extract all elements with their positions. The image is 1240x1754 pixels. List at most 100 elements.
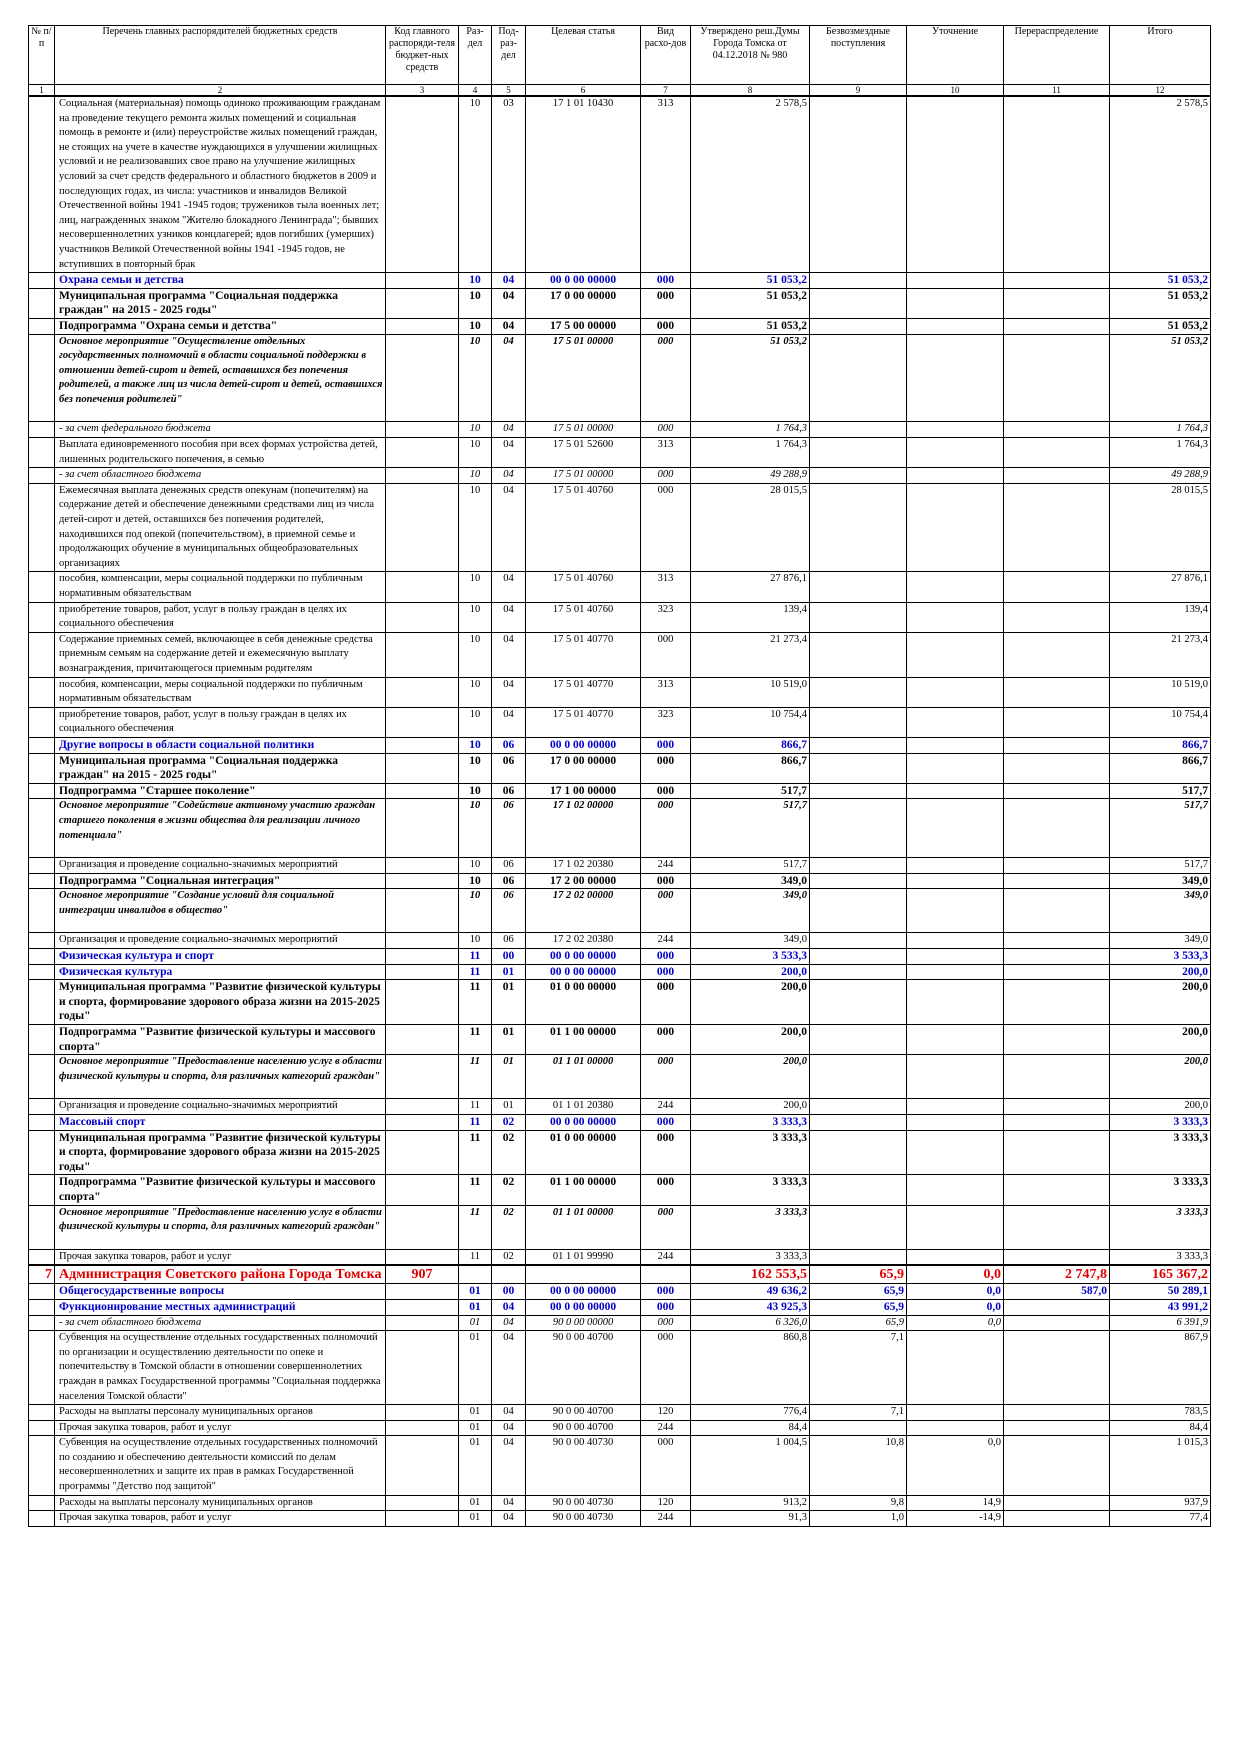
table-cell: 04 (491, 601, 526, 633)
table-cell: 776,4 (690, 1404, 810, 1421)
table-cell: 200,0 (690, 963, 810, 981)
table-cell: 866,7 (1109, 736, 1211, 754)
table-row: Подпрограмма "Охрана семьи и детства" 10 0… (28, 317, 1211, 335)
empty-cell (809, 601, 907, 633)
table-cell: 866,7 (1109, 752, 1211, 784)
empty-cell (385, 482, 459, 573)
table-cell: 349,0 (690, 888, 810, 934)
empty-cell (906, 1248, 1004, 1266)
column-number: 9 (809, 84, 907, 97)
table-cell: 000 (640, 1114, 691, 1131)
empty-cell (1003, 798, 1110, 859)
table-row: Прочая закупка товаров, работ и услуг 11 0… (28, 1248, 1211, 1266)
empty-cell (385, 1054, 459, 1100)
table-cell: 17 5 01 40760 (525, 482, 641, 573)
table-cell: Массовый спорт (54, 1114, 386, 1131)
empty-cell (809, 1054, 907, 1100)
empty-cell (809, 948, 907, 965)
empty-cell (809, 1129, 907, 1176)
table-cell: 04 (491, 1314, 526, 1332)
table-cell: 349,0 (1109, 932, 1211, 950)
empty-cell (385, 1024, 459, 1056)
empty-cell (28, 1129, 55, 1176)
header-cell: № п/п (28, 25, 55, 85)
empty-cell (906, 948, 1004, 965)
table-cell: 000 (640, 631, 691, 678)
table-row: Основное мероприятие "Содействие активно… (28, 798, 1211, 859)
table-row: пособия, компенсации, меры социальной по… (28, 571, 1211, 603)
table-cell: 21 273,4 (690, 631, 810, 678)
empty-cell (28, 631, 55, 678)
table-cell: 00 0 00 00000 (525, 948, 641, 965)
table-cell: 01 (458, 1419, 492, 1437)
table-cell: 04 (491, 1330, 526, 1406)
table-row: Социальная (материальная) помощь одиноко… (28, 95, 1211, 274)
table-cell: 00 0 00 00000 (525, 1298, 641, 1316)
table-cell: 000 (640, 1204, 691, 1250)
empty-cell (385, 963, 459, 981)
empty-cell (1003, 482, 1110, 573)
table-cell: 3 333,3 (690, 1248, 810, 1266)
table-cell: 200,0 (1109, 963, 1211, 981)
empty-cell (906, 798, 1004, 859)
table-cell: 10 (458, 421, 492, 439)
empty-cell (28, 1204, 55, 1250)
table-cell: 937,9 (1109, 1494, 1211, 1512)
table-cell: 11 (458, 1024, 492, 1056)
table-cell: Администрация Советского района Города Т… (54, 1264, 386, 1285)
empty-cell (385, 287, 459, 319)
table-cell: Основное мероприятие "Содействие активно… (54, 798, 386, 859)
table-cell: 01 1 00 00000 (525, 1174, 641, 1206)
table-cell: 00 0 00 00000 (525, 736, 641, 754)
table-cell: 04 (491, 706, 526, 738)
table-cell: 349,0 (1109, 888, 1211, 934)
table-cell: 01 (458, 1494, 492, 1512)
table-cell: 1 764,3 (690, 437, 810, 469)
table-cell: 3 333,3 (690, 1174, 810, 1206)
header-cell: Код главного распоряди-теля бюджет-ных с… (385, 25, 459, 85)
empty-cell (1003, 963, 1110, 981)
table-row: Расходы на выплаты персоналу муниципальн… (28, 1404, 1211, 1421)
table-row: пособия, компенсации, меры социальной по… (28, 676, 1211, 708)
empty-cell (809, 736, 907, 754)
header-cell: Под-раз-дел (491, 25, 526, 85)
header-cell: Целевая статья (525, 25, 641, 85)
table-cell: 000 (640, 467, 691, 484)
table-cell: 01 (491, 1024, 526, 1056)
table-row: Организация и проведение социально-значи… (28, 1098, 1211, 1115)
table-cell: Содержание приемных семей, включающее в … (54, 631, 386, 678)
empty-cell (385, 798, 459, 859)
table-cell: 000 (640, 317, 691, 335)
table-cell: 323 (640, 601, 691, 633)
empty-cell (809, 752, 907, 784)
table-row: Субвенция на осуществление отдельных гос… (28, 1435, 1211, 1496)
empty-cell (385, 1510, 459, 1527)
table-cell: 000 (640, 782, 691, 800)
table-cell: 17 5 01 40770 (525, 706, 641, 738)
table-row: Выплата единовременного пособия при всех… (28, 437, 1211, 469)
table-cell: 000 (640, 963, 691, 981)
table-cell: 01 (491, 963, 526, 981)
empty-cell (809, 482, 907, 573)
empty-cell (1003, 1330, 1110, 1406)
table-row: Муниципальная программа "Развитие физиче… (28, 979, 1211, 1026)
empty-cell (28, 421, 55, 439)
empty-cell (525, 1264, 641, 1285)
empty-cell (385, 932, 459, 950)
table-row: Прочая закупка товаров, работ и услуг 01 0… (28, 1510, 1211, 1527)
table-body: Социальная (материальная) помощь одиноко… (28, 95, 1211, 1527)
table-cell: 0,0 (906, 1298, 1004, 1316)
empty-cell (906, 272, 1004, 289)
table-cell: 6 391,9 (1109, 1314, 1211, 1332)
table-cell: 65,9 (809, 1298, 907, 1316)
empty-cell (28, 1024, 55, 1056)
empty-cell (906, 1129, 1004, 1176)
empty-cell (1003, 706, 1110, 738)
table-cell: 43 991,2 (1109, 1298, 1211, 1316)
empty-cell (28, 676, 55, 708)
empty-cell (385, 1174, 459, 1206)
table-cell: 04 (491, 437, 526, 469)
table-cell: 04 (491, 287, 526, 319)
table-cell: 50 289,1 (1109, 1283, 1211, 1300)
